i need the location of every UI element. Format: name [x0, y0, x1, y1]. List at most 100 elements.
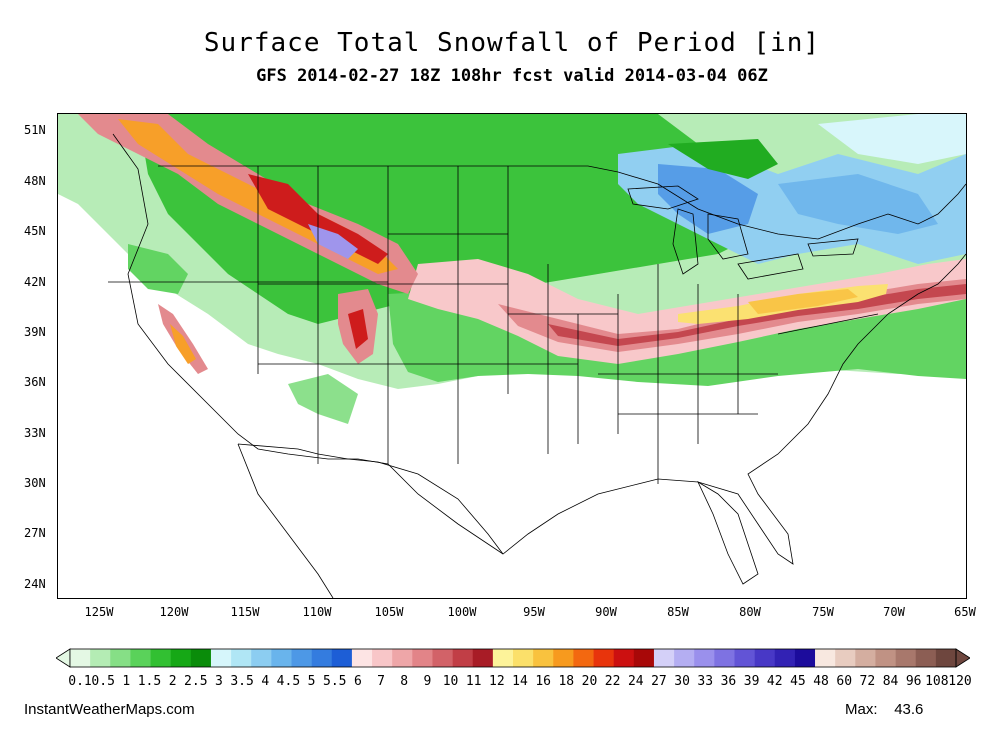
colorbar-cell — [492, 649, 514, 667]
x-tick-100w: 100W — [447, 605, 477, 619]
colorbar-label: 7 — [377, 674, 385, 689]
y-tick-42n: 42N — [24, 275, 46, 289]
max-label: Max: — [845, 701, 878, 718]
colorbar-label: 2 — [168, 674, 177, 689]
colorbar-label: 16 — [535, 674, 551, 689]
max-readout: Max: 43.6 — [845, 701, 923, 718]
colorbar-label: 33 — [697, 674, 714, 689]
x-tick-65w: 65W — [954, 605, 976, 619]
colorbar-cell — [311, 649, 333, 667]
x-tick-125w: 125W — [84, 605, 114, 619]
colorbar-cell — [694, 649, 715, 667]
colorbar-cell — [90, 649, 111, 667]
colorbar-cell — [895, 649, 917, 667]
colorbar-cell — [210, 649, 232, 667]
y-tick-48n: 48N — [24, 174, 46, 188]
colorbar-cell — [150, 649, 171, 667]
map-title: Surface Total Snowfall of Period [in] — [203, 28, 821, 58]
colorbar-cell — [935, 649, 957, 667]
colorbar-cell — [513, 649, 534, 667]
colorbar-cell — [794, 649, 816, 667]
x-tick-70w: 70W — [883, 605, 905, 619]
x-tick-120w: 120W — [159, 605, 189, 619]
colorbar-label: 60 — [836, 674, 853, 689]
snowfall-map — [57, 113, 967, 599]
x-tick-95w: 95W — [523, 605, 545, 619]
colorbar-label: 0.1 — [68, 674, 92, 689]
colorbar-label: 4.5 — [276, 674, 301, 689]
map-svg — [58, 114, 966, 598]
colorbar-cell — [271, 649, 292, 667]
max-value: 43.6 — [894, 701, 924, 718]
colorbar-label: 8 — [400, 674, 409, 689]
colorbar-cell — [231, 649, 252, 667]
colorbar-cell — [392, 649, 413, 667]
colorbar-label: 39 — [743, 674, 760, 689]
colorbar-label: 6 — [353, 674, 362, 689]
colorbar-label: 48 — [813, 674, 829, 689]
y-tick-27n: 27N — [24, 526, 46, 540]
colorbar-cell — [855, 649, 876, 667]
colorbar-cell — [815, 649, 836, 667]
colorbar-label: 42 — [766, 674, 783, 689]
colorbar-cell — [452, 649, 474, 667]
colorbar-cell — [754, 649, 776, 667]
colorbar-cell — [593, 649, 614, 667]
colorbar-label: 10 — [442, 674, 459, 689]
y-tick-24n: 24N — [24, 577, 46, 591]
y-tick-33n: 33N — [24, 426, 46, 440]
snowfall-shading — [58, 114, 966, 424]
colorbar-label: 27 — [651, 674, 667, 689]
colorbar-label: 12 — [489, 674, 505, 689]
boundaries — [108, 133, 966, 598]
map-subtitle: GFS 2014-02-27 18Z 108hr fcst valid 2014… — [256, 66, 768, 86]
x-tick-105w: 105W — [374, 605, 404, 619]
colorbar-label: 108 — [925, 674, 949, 689]
colorbar-cell — [190, 649, 212, 667]
colorbar-cell — [170, 649, 192, 667]
colorbar-label: 24 — [627, 674, 644, 689]
colorbar-cell — [351, 649, 373, 667]
y-tick-45n: 45N — [24, 224, 46, 238]
colorbar-label: 30 — [674, 674, 690, 689]
colorbar-label: 45 — [790, 674, 806, 689]
colorbar-label: 14 — [512, 674, 528, 689]
colorbar-cell — [774, 649, 796, 667]
colorbar-cell — [70, 649, 91, 667]
colorbar-label: 20 — [581, 674, 598, 689]
colorbar-label: 3 — [215, 674, 223, 689]
y-tick-51n: 51N — [24, 123, 46, 137]
colorbar-cell — [331, 649, 353, 667]
colorbar-left-arrow — [56, 648, 71, 668]
colorbar-cell — [674, 649, 695, 667]
colorbar-label: 9 — [423, 674, 432, 689]
colorbar-label: 72 — [859, 674, 876, 689]
colorbar-right-arrow — [955, 648, 970, 668]
colorbar-cells — [56, 648, 970, 668]
x-tick-110w: 110W — [302, 605, 332, 619]
y-tick-36n: 36N — [24, 375, 46, 389]
x-tick-90w: 90W — [595, 605, 617, 619]
colorbar-cell — [110, 649, 131, 667]
source-label: InstantWeatherMaps.com — [24, 701, 195, 718]
colorbar-cell — [915, 649, 937, 667]
colorbar-label: 5.5 — [322, 674, 347, 689]
colorbar-border — [69, 648, 957, 668]
colorbar-cell — [291, 649, 312, 667]
colorbar-cell — [734, 649, 755, 667]
x-tick-85w: 85W — [667, 605, 689, 619]
colorbar-cell — [714, 649, 735, 667]
colorbar-label: 11 — [465, 674, 482, 689]
x-tick-80w: 80W — [739, 605, 761, 619]
colorbar-label: 1.5 — [137, 674, 162, 689]
colorbar-label: 5 — [307, 674, 316, 689]
colorbar-cell — [412, 649, 433, 667]
y-tick-39n: 39N — [24, 325, 46, 339]
colorbar-cell — [251, 649, 272, 667]
colorbar-label: 36 — [720, 674, 737, 689]
colorbar-cell — [875, 649, 896, 667]
x-tick-115w: 115W — [230, 605, 260, 619]
colorbar-cell — [633, 649, 655, 667]
colorbar — [56, 648, 970, 668]
colorbar-label: 18 — [558, 674, 575, 689]
